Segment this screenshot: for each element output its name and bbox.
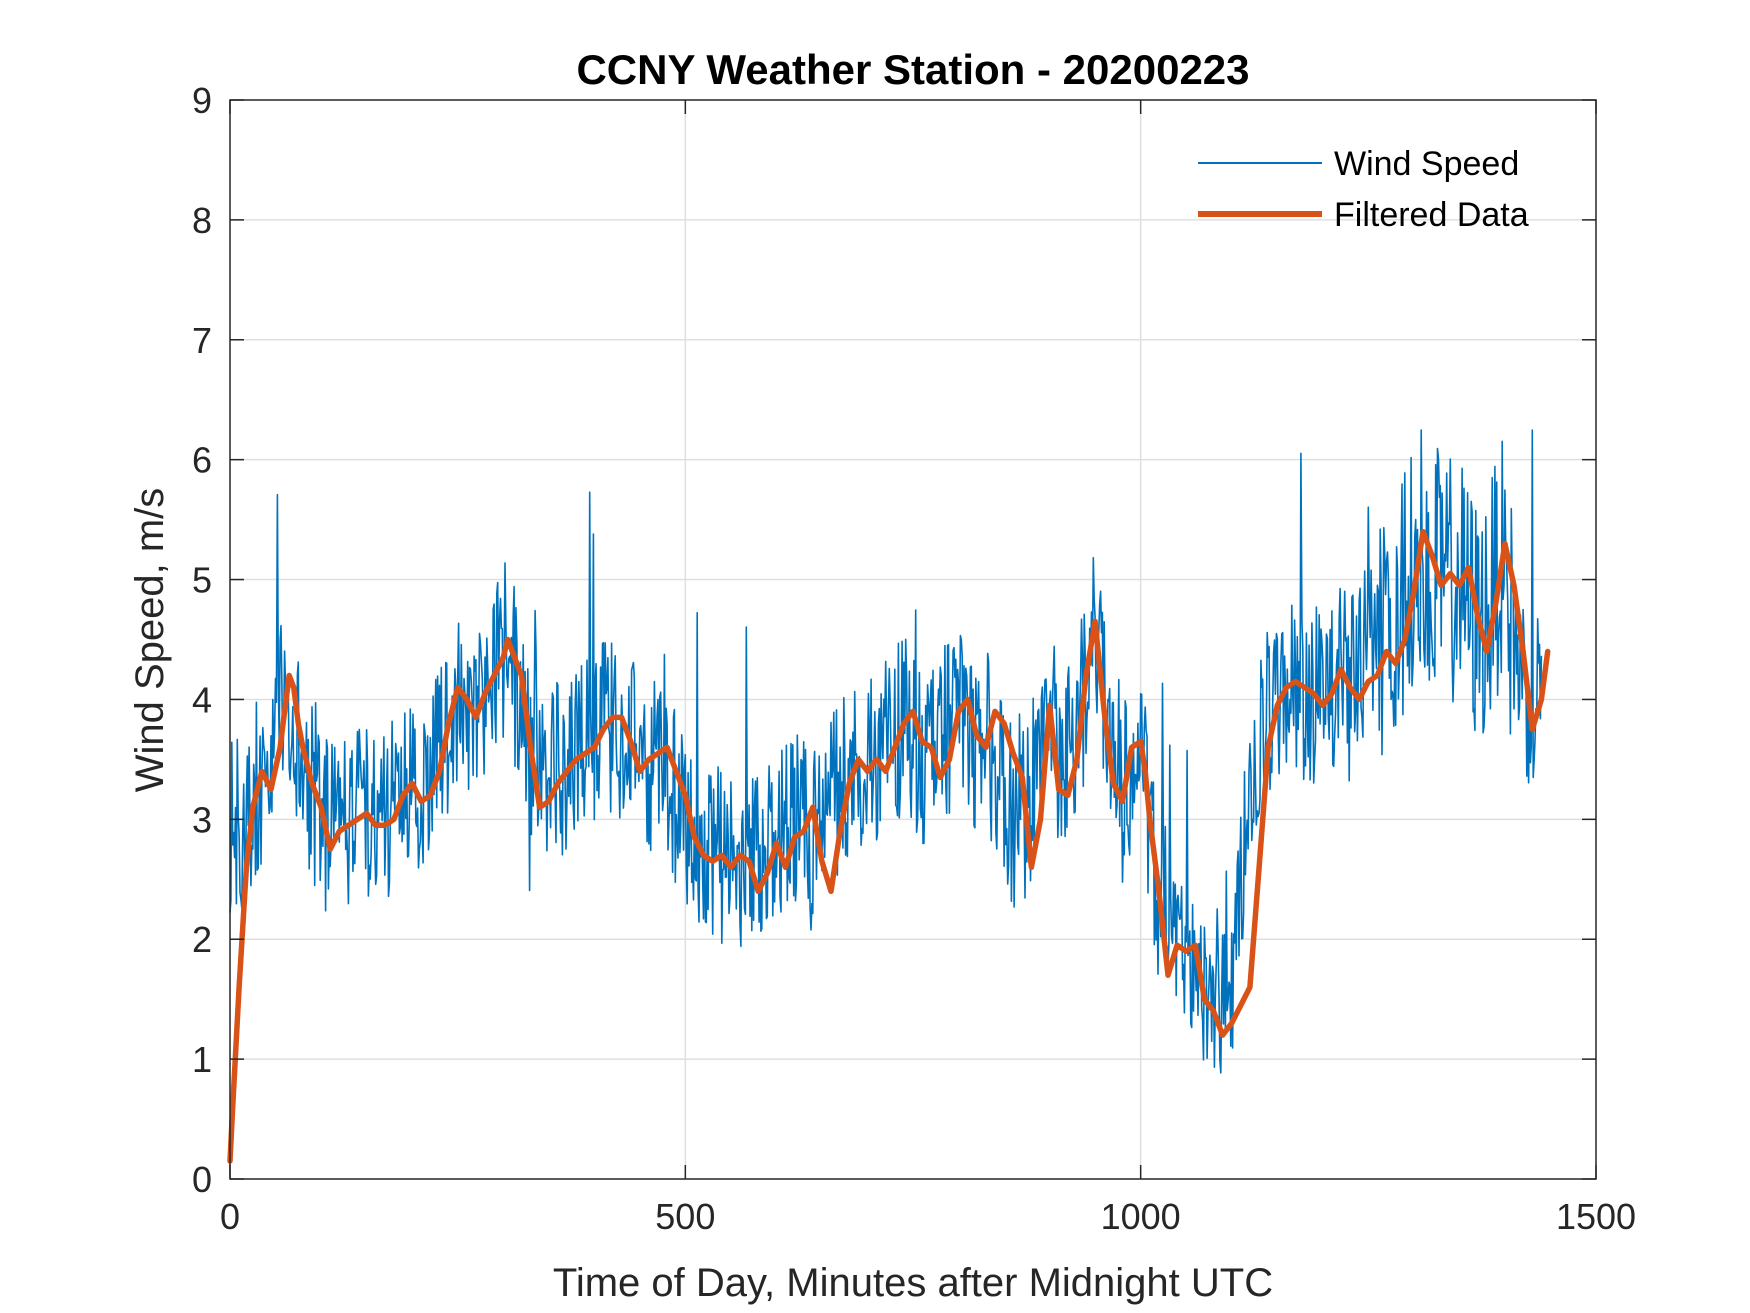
y-tick-label: 0 xyxy=(192,1159,212,1200)
series-filtered-data xyxy=(227,528,1551,1164)
y-tick-label: 2 xyxy=(192,919,212,960)
y-tick-label: 9 xyxy=(192,80,212,121)
chart-title: CCNY Weather Station - 20200223 xyxy=(576,46,1249,93)
plot-box xyxy=(229,99,1597,1180)
ticks xyxy=(229,99,1597,1180)
legend-label-filtered-data: Filtered Data xyxy=(1334,196,1529,234)
y-axis-label: Wind Speed, m/s xyxy=(128,488,172,793)
y-tick-label: 7 xyxy=(192,320,212,361)
series-layer xyxy=(227,429,1551,1164)
y-tick-label: 5 xyxy=(192,560,212,601)
y-tick-label: 4 xyxy=(192,679,212,720)
legend: Wind Speed Filtered Data xyxy=(1198,145,1529,234)
x-tick-label: 1500 xyxy=(1556,1196,1636,1237)
y-tick-label: 8 xyxy=(192,200,212,241)
x-axis-label: Time of Day, Minutes after Midnight UTC xyxy=(553,1261,1273,1305)
y-tick-label: 1 xyxy=(192,1039,212,1080)
tick-labels: 0 500 1000 1500 0 1 2 3 4 5 6 7 8 9 xyxy=(192,80,1636,1237)
legend-label-wind-speed: Wind Speed xyxy=(1334,145,1519,183)
x-tick-label: 500 xyxy=(655,1196,715,1237)
y-tick-label: 3 xyxy=(192,799,212,840)
series-wind-speed xyxy=(229,429,1543,1074)
x-tick-label: 0 xyxy=(220,1196,240,1237)
x-tick-label: 1000 xyxy=(1101,1196,1181,1237)
y-tick-label: 6 xyxy=(192,440,212,481)
